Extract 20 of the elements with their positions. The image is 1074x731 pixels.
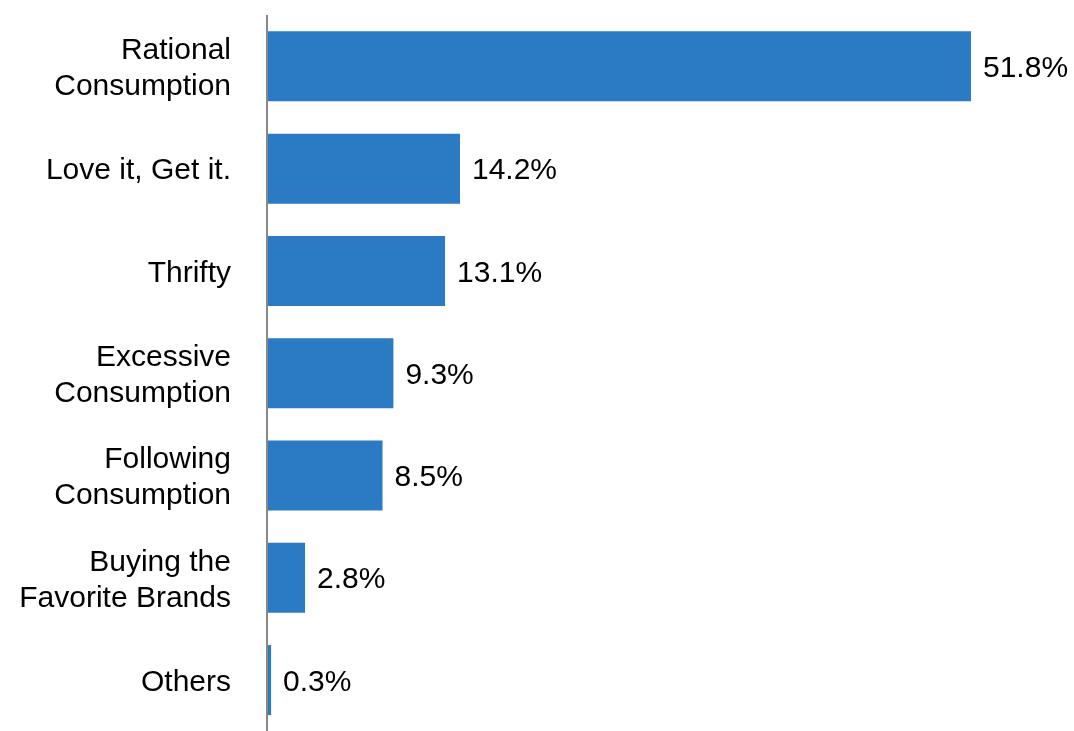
data-label: 13.1% xyxy=(457,254,543,288)
data-label: 9.3% xyxy=(405,356,474,390)
y-tick-label: Rational Consumption xyxy=(54,31,231,101)
y-tick-label: Following Consumption xyxy=(54,440,231,510)
data-label: 2.8% xyxy=(317,561,386,595)
bar xyxy=(267,542,306,613)
data-label: 51.8% xyxy=(983,50,1069,84)
bar xyxy=(267,133,460,204)
y-tick-label: Love it, Get it. xyxy=(45,151,231,185)
data-label: 8.5% xyxy=(394,459,463,493)
bar xyxy=(267,31,971,102)
y-tick-label: Excessive Consumption xyxy=(54,338,231,408)
data-label: 0.3% xyxy=(283,663,352,697)
y-tick-label: Thrifty xyxy=(147,254,231,288)
data-label: 14.2% xyxy=(471,152,558,186)
bar xyxy=(267,235,446,306)
bar xyxy=(267,338,394,409)
bar xyxy=(267,440,383,511)
y-tick-label: Others xyxy=(140,663,231,697)
y-tick-label: Buying the Favorite Brands xyxy=(19,543,231,613)
